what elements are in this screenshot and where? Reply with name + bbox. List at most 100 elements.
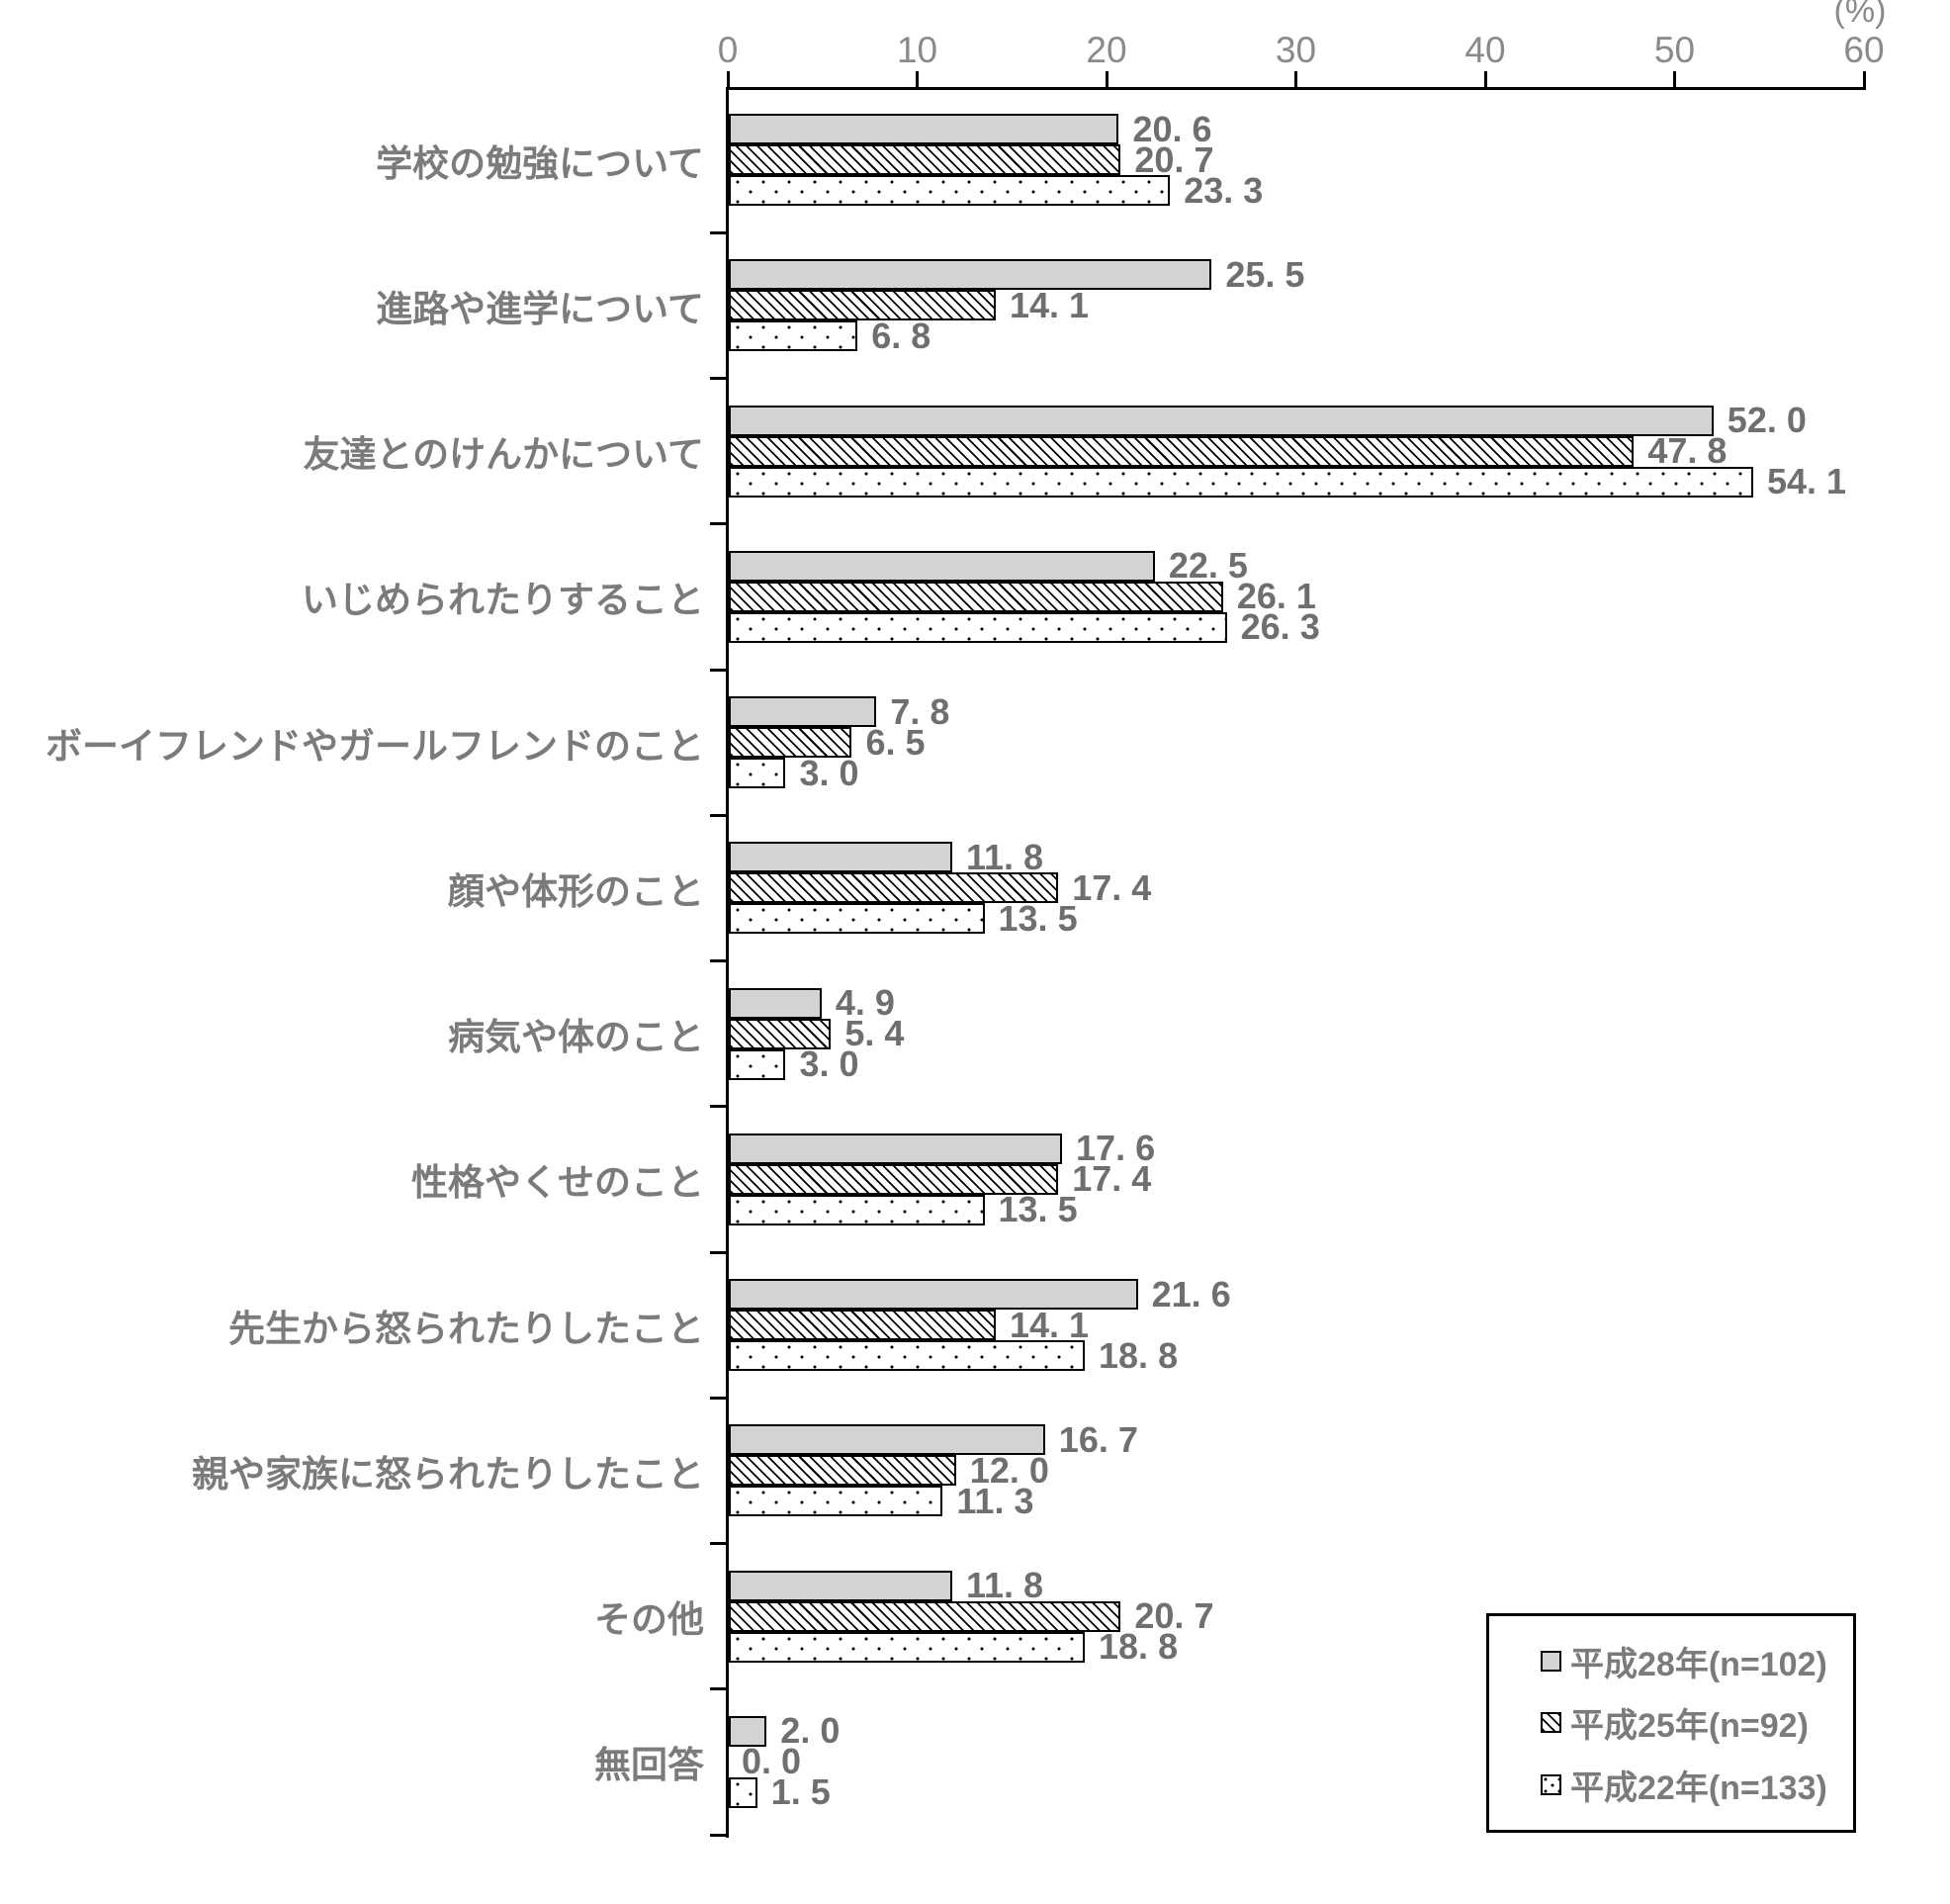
category-label: 無回答	[594, 1745, 704, 1786]
x-axis-tick	[1673, 71, 1676, 87]
y-axis-tick	[710, 522, 727, 526]
bar-value-label: 25. 5	[1225, 253, 1305, 295]
category-label: いじめられたりすること	[302, 580, 704, 621]
legend-label-heisei28: 平成28年(n=102)	[1570, 1645, 1827, 1683]
percent-unit-label: (%)	[1833, 0, 1887, 30]
y-axis-tick	[710, 1105, 727, 1109]
bar-value-label: 13. 5	[998, 1189, 1078, 1230]
bar-series1-cat1	[729, 290, 996, 321]
bar-value-label: 22. 5	[1168, 545, 1248, 587]
bar-value-label: 12. 0	[969, 1449, 1049, 1491]
y-axis-tick	[710, 1687, 727, 1691]
bar-series1-cat2	[729, 435, 1635, 467]
bar-value-label: 16. 7	[1058, 1418, 1138, 1460]
bar-series2-cat5	[729, 903, 985, 935]
bar-series0-cat7	[729, 1133, 1063, 1164]
bar-series0-cat10	[729, 1570, 952, 1601]
bar-value-label: 18. 8	[1099, 1334, 1179, 1376]
bar-series2-cat9	[729, 1486, 943, 1517]
bar-series1-cat9	[729, 1455, 956, 1487]
bar-series0-cat2	[729, 405, 1714, 436]
bar-value-label: 18. 8	[1099, 1626, 1179, 1668]
bar-value-label: 0. 0	[742, 1741, 802, 1782]
bar-series1-cat7	[729, 1163, 1059, 1195]
bar-value-label: 17. 4	[1072, 866, 1152, 908]
bar-value-label: 1. 5	[770, 1771, 831, 1813]
bar-value-label: 6. 5	[865, 721, 926, 763]
bar-value-label: 20. 6	[1132, 108, 1212, 149]
bar-series0-cat9	[729, 1424, 1045, 1456]
y-axis-tick	[710, 230, 727, 234]
x-axis-tick-label: 30	[1275, 30, 1317, 70]
bar-series0-cat8	[729, 1279, 1138, 1311]
y-axis-tick	[710, 1250, 727, 1254]
category-label: 先生から怒られたりしたこと	[228, 1308, 704, 1349]
y-axis-tick	[710, 959, 727, 962]
category-label: 友達とのけんかについて	[303, 434, 704, 476]
bar-value-label: 20. 7	[1134, 1595, 1214, 1637]
bar-value-label: 14. 1	[1010, 1304, 1090, 1345]
legend-label-heisei25: 平成25年(n=92)	[1570, 1707, 1809, 1746]
bar-series2-cat6	[729, 1048, 786, 1080]
bar-series1-cat0	[729, 144, 1121, 176]
bar-series0-cat1	[729, 259, 1212, 291]
legend-marker-solid-square-icon	[1541, 1650, 1561, 1672]
category-label: 進路や進学について	[376, 288, 704, 329]
bar-series0-cat5	[729, 842, 952, 873]
bar-series1-cat4	[729, 727, 852, 759]
bar-series0-cat4	[729, 696, 877, 728]
bar-series2-cat2	[729, 466, 1753, 498]
x-axis-tick-label: 10	[896, 30, 938, 70]
bar-series1-cat10	[729, 1600, 1121, 1632]
bar-value-label: 47. 8	[1647, 430, 1728, 472]
legend-item-heisei25: 平成25年(n=92)	[1541, 1698, 1843, 1747]
bar-series2-cat4	[729, 758, 786, 789]
x-axis-tick-label: 20	[1086, 30, 1127, 70]
y-axis-tick	[710, 1396, 727, 1400]
y-axis-tick	[710, 668, 727, 672]
x-axis-tick	[1105, 71, 1108, 87]
bar-series2-cat7	[729, 1194, 985, 1225]
bar-series2-cat3	[729, 611, 1227, 643]
x-axis-tick	[1294, 71, 1297, 87]
legend-item-heisei22: 平成22年(n=133)	[1541, 1761, 1843, 1809]
bar-series1-cat8	[729, 1310, 996, 1341]
y-axis-tick	[710, 377, 727, 380]
bar-value-label: 23. 3	[1184, 169, 1264, 211]
x-axis-tick-label: 40	[1464, 30, 1506, 70]
legend-item-heisei28: 平成28年(n=102)	[1541, 1637, 1843, 1685]
y-axis-tick	[710, 813, 727, 817]
bar-value-label: 11. 3	[956, 1480, 1034, 1521]
bar-series2-cat1	[729, 320, 858, 352]
bar-series2-cat8	[729, 1340, 1086, 1372]
bar-series1-cat5	[729, 872, 1059, 904]
bar-value-label: 11. 8	[965, 836, 1044, 877]
bar-value-label: 11. 8	[965, 1565, 1044, 1606]
legend-marker-dotted-square-icon	[1541, 1774, 1561, 1796]
bar-value-label: 26. 3	[1240, 606, 1320, 648]
bar-value-label: 52. 0	[1727, 400, 1807, 441]
category-label: 学校の勉強について	[376, 142, 704, 184]
bar-value-label: 14. 1	[1010, 284, 1090, 325]
bar-value-label: 5. 4	[844, 1013, 905, 1054]
legend-label-heisei22: 平成22年(n=133)	[1570, 1769, 1827, 1808]
x-axis-tick	[916, 71, 919, 87]
bar-value-label: 13. 5	[998, 897, 1078, 939]
bar-series0-cat0	[729, 114, 1119, 145]
x-axis-tick-label: 0	[717, 30, 739, 70]
bar-value-label: 3. 0	[799, 1043, 859, 1085]
bar-value-label: 4. 9	[835, 982, 895, 1024]
bar-series2-cat11	[729, 1776, 757, 1808]
x-axis-line	[726, 87, 1866, 90]
y-axis-tick	[710, 1542, 727, 1545]
category-label: 性格やくせのこと	[411, 1162, 704, 1204]
bar-value-label: 17. 6	[1076, 1128, 1156, 1169]
bar-series2-cat0	[729, 175, 1171, 207]
category-label: 親や家族に怒られたりしたこと	[192, 1453, 704, 1495]
x-axis-tick	[1862, 71, 1866, 87]
bar-value-label: 17. 4	[1072, 1158, 1152, 1200]
y-axis-line	[726, 87, 729, 1838]
bar-series1-cat6	[729, 1018, 832, 1049]
bar-value-label: 2. 0	[780, 1710, 841, 1752]
